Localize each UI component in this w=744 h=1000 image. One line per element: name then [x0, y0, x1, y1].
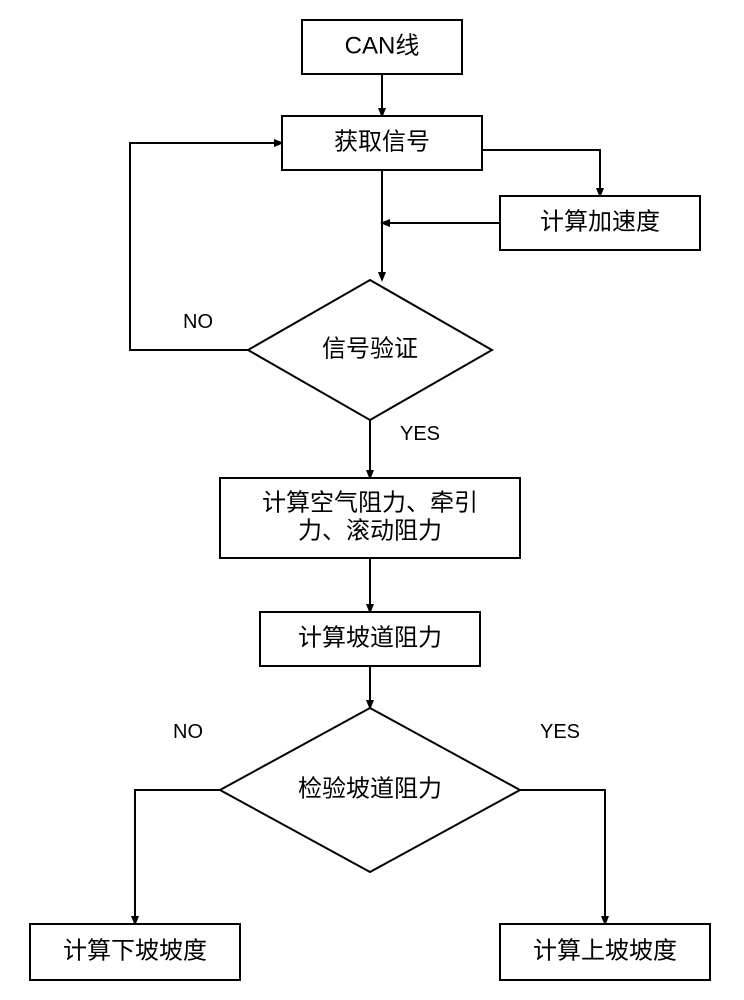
- flow-edge-label-4: NO: [183, 311, 213, 333]
- flow-node-label-n1: CAN线: [345, 32, 420, 59]
- flow-decision-label-n7: 检验坡道阻力: [298, 775, 442, 802]
- flow-edge-8: [135, 790, 220, 924]
- flow-edge-label-5: YES: [400, 423, 440, 445]
- flow-node-label-n6: 计算坡道阻力: [298, 624, 442, 651]
- flow-node-label-n8: 计算下坡坡度: [63, 937, 207, 964]
- flow-node-label-n5-1: 力、滚动阻力: [298, 517, 442, 544]
- flow-node-label-n9: 计算上坡坡度: [533, 937, 677, 964]
- flow-edge-9: [520, 790, 605, 924]
- flow-edge-label-8: NO: [173, 721, 203, 743]
- flow-edge-label-9: YES: [540, 721, 580, 743]
- flow-node-label-n2: 获取信号: [334, 128, 430, 155]
- flow-decision-label-n4: 信号验证: [322, 335, 418, 362]
- flow-edge-1: [482, 150, 600, 196]
- flow-node-label-n5-0: 计算空气阻力、牵引: [262, 489, 478, 516]
- flow-node-label-n3: 计算加速度: [540, 208, 660, 235]
